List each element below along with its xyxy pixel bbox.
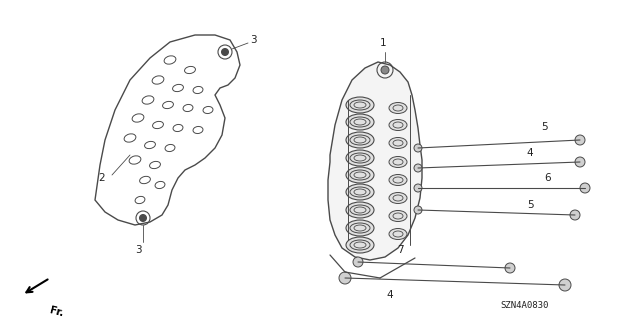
Circle shape [414, 164, 422, 172]
Text: 4: 4 [387, 290, 394, 300]
Ellipse shape [346, 150, 374, 166]
Text: 1: 1 [380, 38, 387, 48]
Circle shape [570, 210, 580, 220]
Text: SZN4A0830: SZN4A0830 [500, 301, 548, 310]
Ellipse shape [389, 192, 407, 204]
Ellipse shape [346, 202, 374, 218]
Ellipse shape [389, 174, 407, 186]
Circle shape [580, 183, 590, 193]
Ellipse shape [346, 114, 374, 130]
Circle shape [140, 214, 147, 221]
Ellipse shape [346, 220, 374, 236]
Ellipse shape [346, 132, 374, 148]
Text: 3: 3 [134, 245, 141, 255]
Ellipse shape [389, 137, 407, 149]
Text: 6: 6 [545, 173, 551, 183]
Ellipse shape [389, 120, 407, 130]
Circle shape [575, 135, 585, 145]
Ellipse shape [346, 167, 374, 183]
Circle shape [505, 263, 515, 273]
Text: 4: 4 [527, 148, 533, 158]
Circle shape [339, 272, 351, 284]
Circle shape [381, 66, 389, 74]
Ellipse shape [389, 102, 407, 114]
Text: 5: 5 [527, 200, 533, 210]
Ellipse shape [346, 97, 374, 113]
Text: 2: 2 [99, 173, 105, 183]
Circle shape [414, 206, 422, 214]
Circle shape [414, 184, 422, 192]
Ellipse shape [346, 184, 374, 200]
Text: 3: 3 [250, 35, 257, 45]
Circle shape [221, 48, 228, 56]
Circle shape [353, 257, 363, 267]
Ellipse shape [346, 237, 374, 253]
Text: 5: 5 [541, 122, 548, 132]
Ellipse shape [389, 211, 407, 221]
Ellipse shape [389, 228, 407, 240]
Circle shape [414, 144, 422, 152]
Text: Fr.: Fr. [48, 305, 64, 318]
Ellipse shape [389, 157, 407, 167]
Circle shape [559, 279, 571, 291]
Polygon shape [328, 62, 422, 260]
Circle shape [575, 157, 585, 167]
Text: 7: 7 [397, 245, 403, 255]
